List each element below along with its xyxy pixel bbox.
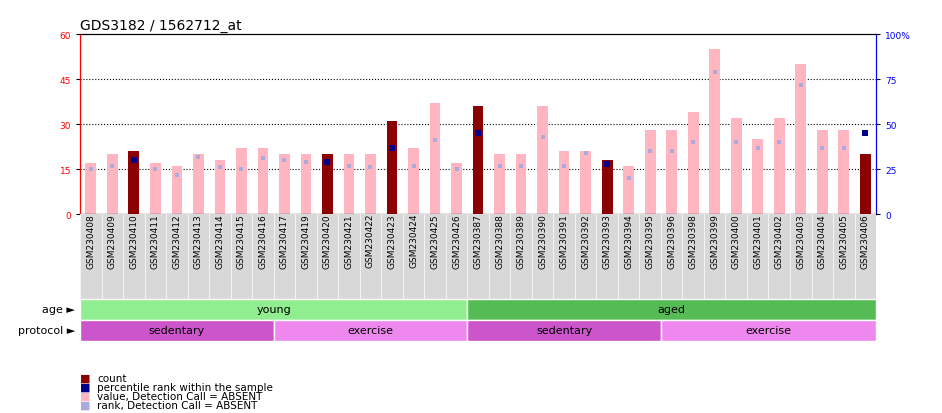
Bar: [80, 320, 274, 341]
Text: aged: aged: [658, 305, 686, 315]
Text: value, Detection Call = ABSENT: value, Detection Call = ABSENT: [97, 391, 263, 401]
Bar: [795, 65, 806, 215]
Bar: [661, 320, 876, 341]
Bar: [150, 164, 161, 215]
Bar: [473, 107, 483, 215]
Text: ■: ■: [80, 391, 90, 401]
Bar: [274, 320, 467, 341]
Bar: [408, 149, 419, 215]
Bar: [688, 113, 699, 215]
Text: sedentary: sedentary: [149, 325, 205, 335]
Bar: [709, 50, 720, 215]
Bar: [107, 155, 118, 215]
Bar: [236, 149, 247, 215]
Bar: [128, 152, 139, 215]
Bar: [495, 155, 505, 215]
Bar: [537, 107, 548, 215]
Bar: [322, 155, 333, 215]
Bar: [344, 155, 354, 215]
Bar: [624, 167, 634, 215]
Bar: [386, 122, 398, 215]
Bar: [666, 131, 677, 215]
Bar: [365, 155, 376, 215]
Text: ■: ■: [80, 373, 90, 383]
Text: rank, Detection Call = ABSENT: rank, Detection Call = ABSENT: [97, 400, 257, 410]
Text: protocol ►: protocol ►: [18, 325, 75, 335]
Bar: [80, 299, 467, 320]
Text: count: count: [97, 373, 126, 383]
Bar: [559, 152, 570, 215]
Text: exercise: exercise: [348, 325, 394, 335]
Bar: [451, 164, 462, 215]
Text: age ►: age ►: [42, 305, 75, 315]
Bar: [322, 155, 333, 215]
Bar: [731, 119, 741, 215]
Bar: [515, 155, 527, 215]
Bar: [580, 152, 591, 215]
Bar: [860, 155, 870, 215]
Bar: [817, 131, 828, 215]
Bar: [215, 161, 225, 215]
Bar: [430, 104, 441, 215]
Text: ■: ■: [80, 382, 90, 392]
Bar: [257, 149, 268, 215]
Bar: [467, 299, 876, 320]
Text: percentile rank within the sample: percentile rank within the sample: [97, 382, 273, 392]
Bar: [644, 131, 656, 215]
Bar: [300, 155, 312, 215]
Bar: [193, 155, 203, 215]
Text: young: young: [256, 305, 291, 315]
Bar: [171, 167, 182, 215]
Bar: [602, 161, 612, 215]
Text: sedentary: sedentary: [536, 325, 593, 335]
Bar: [753, 140, 763, 215]
Text: ■: ■: [80, 400, 90, 410]
Text: GDS3182 / 1562712_at: GDS3182 / 1562712_at: [80, 19, 242, 33]
Bar: [774, 119, 785, 215]
Bar: [279, 155, 290, 215]
Text: exercise: exercise: [745, 325, 791, 335]
Bar: [86, 164, 96, 215]
Bar: [467, 320, 661, 341]
Bar: [838, 131, 849, 215]
